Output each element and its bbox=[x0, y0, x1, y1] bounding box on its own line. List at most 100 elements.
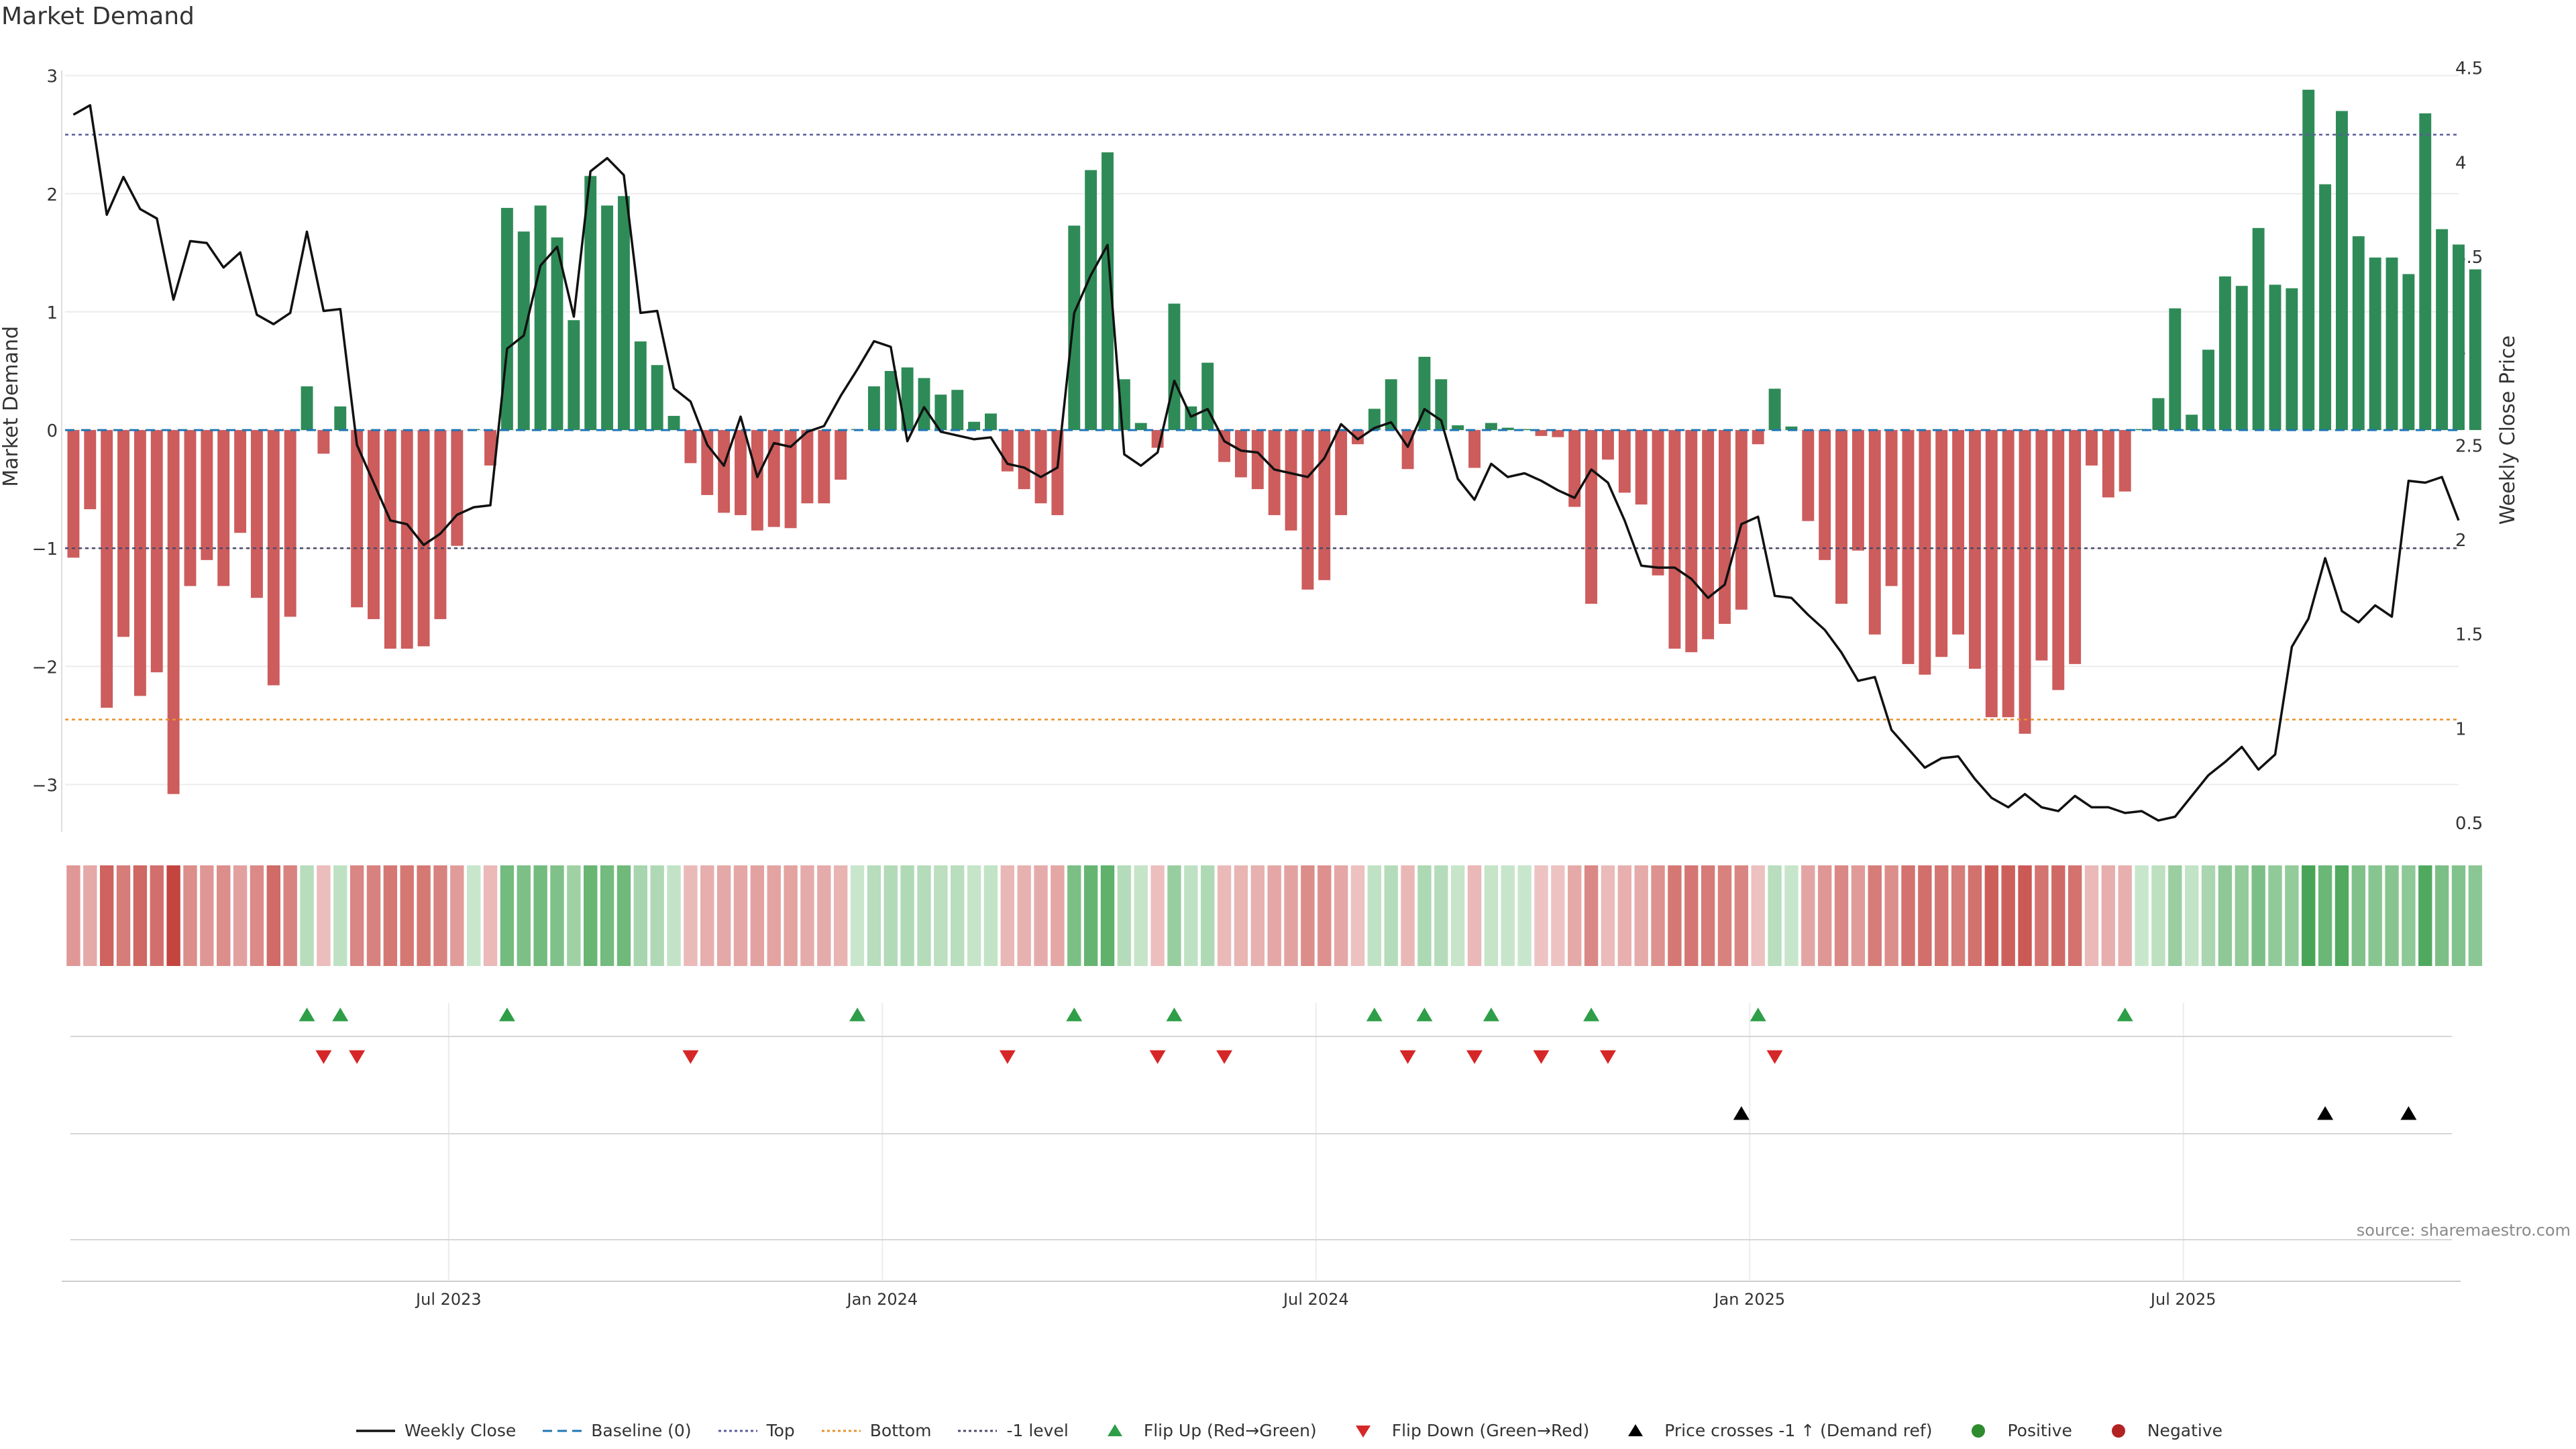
triangle-up-icon bbox=[1628, 1424, 1644, 1436]
demand-bar bbox=[534, 205, 547, 431]
heat-strip-cell bbox=[2035, 865, 2049, 966]
heat-strip-cell bbox=[466, 865, 481, 966]
demand-bar bbox=[2419, 113, 2432, 431]
demand-bar bbox=[250, 430, 263, 598]
demand-bar bbox=[1719, 430, 1731, 624]
heat-strip-cell bbox=[350, 865, 364, 966]
flip-down-marker bbox=[999, 1050, 1016, 1064]
demand-bar bbox=[133, 430, 146, 696]
heat-strip-cell bbox=[1701, 865, 1715, 966]
heat-strip-cell bbox=[133, 865, 148, 966]
heat-strip-cell bbox=[1401, 865, 1415, 966]
legend-item: Weekly Close bbox=[354, 1421, 516, 1440]
price-cross-marker bbox=[2400, 1106, 2417, 1120]
legend-item: Baseline (0) bbox=[540, 1421, 692, 1440]
demand-bar bbox=[1919, 430, 1931, 675]
legend-item: Flip Down (Green→Red) bbox=[1341, 1421, 1589, 1440]
chart-legend: Weekly Close Baseline (0) Top Bottom -1 leve… bbox=[0, 1421, 2576, 1440]
heat-strip-cell bbox=[1801, 865, 1815, 966]
legend-label: Baseline (0) bbox=[591, 1421, 692, 1440]
demand-bar bbox=[84, 430, 97, 510]
flip-up-marker bbox=[1416, 1008, 1433, 1022]
demand-bar bbox=[2152, 398, 2165, 431]
y-tick-label: 1 bbox=[46, 303, 58, 323]
demand-bar bbox=[901, 367, 914, 431]
demand-bar bbox=[2035, 430, 2048, 661]
demand-bar bbox=[2235, 286, 2248, 431]
heat-strip-cell bbox=[1417, 865, 1432, 966]
y-tick-label: 0 bbox=[46, 421, 58, 441]
demand-bar bbox=[2369, 257, 2381, 431]
demand-bar bbox=[1552, 430, 1564, 437]
heat-strip-cell bbox=[2101, 865, 2116, 966]
legend-label: Flip Up (Red→Green) bbox=[1143, 1421, 1317, 1440]
heat-strip-cell bbox=[767, 865, 781, 966]
demand-bar bbox=[284, 430, 297, 617]
dashed-line bbox=[543, 1430, 582, 1432]
demand-bar bbox=[634, 341, 647, 431]
heat-strip-cell bbox=[217, 865, 231, 966]
demand-bar bbox=[150, 430, 163, 673]
heat-strip-cell bbox=[1067, 865, 1081, 966]
demand-bar bbox=[767, 430, 780, 527]
heat-strip-cell bbox=[817, 865, 831, 966]
demand-bar bbox=[1568, 430, 1581, 507]
heat-strip-cell bbox=[517, 865, 531, 966]
demand-bar bbox=[1485, 423, 1497, 431]
heat-strip-cell bbox=[333, 865, 347, 966]
demand-bar bbox=[1034, 430, 1047, 504]
demand-bar bbox=[1452, 425, 1464, 431]
chart-title: Market Demand bbox=[1, 3, 195, 30]
demand-bar bbox=[1585, 430, 1598, 604]
heat-strip-cell bbox=[1551, 865, 1565, 966]
heat-strip-cell bbox=[1768, 865, 1782, 966]
demand-bar bbox=[718, 430, 731, 513]
demand-bar bbox=[735, 430, 747, 515]
heat-strip-cell bbox=[1051, 865, 1065, 966]
demand-bar bbox=[184, 430, 197, 586]
dotted-line bbox=[821, 1430, 861, 1432]
heat-strip-cell bbox=[233, 865, 248, 966]
legend-label: Positive bbox=[2007, 1421, 2072, 1440]
demand-bar bbox=[2086, 430, 2098, 466]
y2-tick-label: 2.5 bbox=[2455, 436, 2483, 456]
demand-bar bbox=[1835, 430, 1847, 604]
heat-strip-cell bbox=[600, 865, 614, 966]
heat-strip-cell bbox=[1517, 865, 1532, 966]
demand-bar bbox=[2135, 429, 2148, 431]
heat-strip-cell bbox=[2385, 865, 2399, 966]
legend-item: Positive bbox=[1956, 1421, 2072, 1440]
heat-strip-cell bbox=[1384, 865, 1398, 966]
heat-strip-cell bbox=[2168, 865, 2182, 966]
demand-bar bbox=[1301, 430, 1314, 590]
demand-bar bbox=[1885, 430, 1898, 586]
heat-strip-cell bbox=[1684, 865, 1699, 966]
flip-up-marker bbox=[2116, 1008, 2133, 1022]
demand-bar bbox=[2252, 227, 2265, 431]
demand-bar bbox=[417, 430, 430, 647]
demand-bar bbox=[1102, 152, 1114, 431]
heat-strip-cell bbox=[1217, 865, 1232, 966]
demand-bar bbox=[1501, 427, 1514, 431]
legend-label: Bottom bbox=[869, 1421, 932, 1440]
price-cross-marker bbox=[1733, 1106, 1750, 1120]
flip-down-marker bbox=[1149, 1050, 1166, 1064]
heat-strip-cell bbox=[400, 865, 414, 966]
heat-strip-cell bbox=[550, 865, 564, 966]
demand-bar bbox=[1218, 430, 1231, 462]
demand-bar bbox=[1768, 388, 1781, 431]
demand-bar bbox=[1335, 430, 1348, 515]
heat-strip-cell bbox=[1634, 865, 1648, 966]
demand-bar bbox=[267, 430, 280, 686]
demand-bar bbox=[351, 430, 364, 608]
heat-strip-cell bbox=[2318, 865, 2332, 966]
y2-tick-label: 0.5 bbox=[2455, 814, 2483, 834]
flip-up-marker bbox=[1750, 1008, 1766, 1022]
heat-strip-cell bbox=[200, 865, 214, 966]
flip-up-marker bbox=[1483, 1008, 1499, 1022]
demand-bar bbox=[384, 430, 396, 649]
triangle-up-icon bbox=[1107, 1424, 1122, 1436]
flip-down-marker bbox=[1766, 1050, 1783, 1064]
demand-bar bbox=[2052, 430, 2065, 690]
heat-strip-cell bbox=[2368, 865, 2382, 966]
